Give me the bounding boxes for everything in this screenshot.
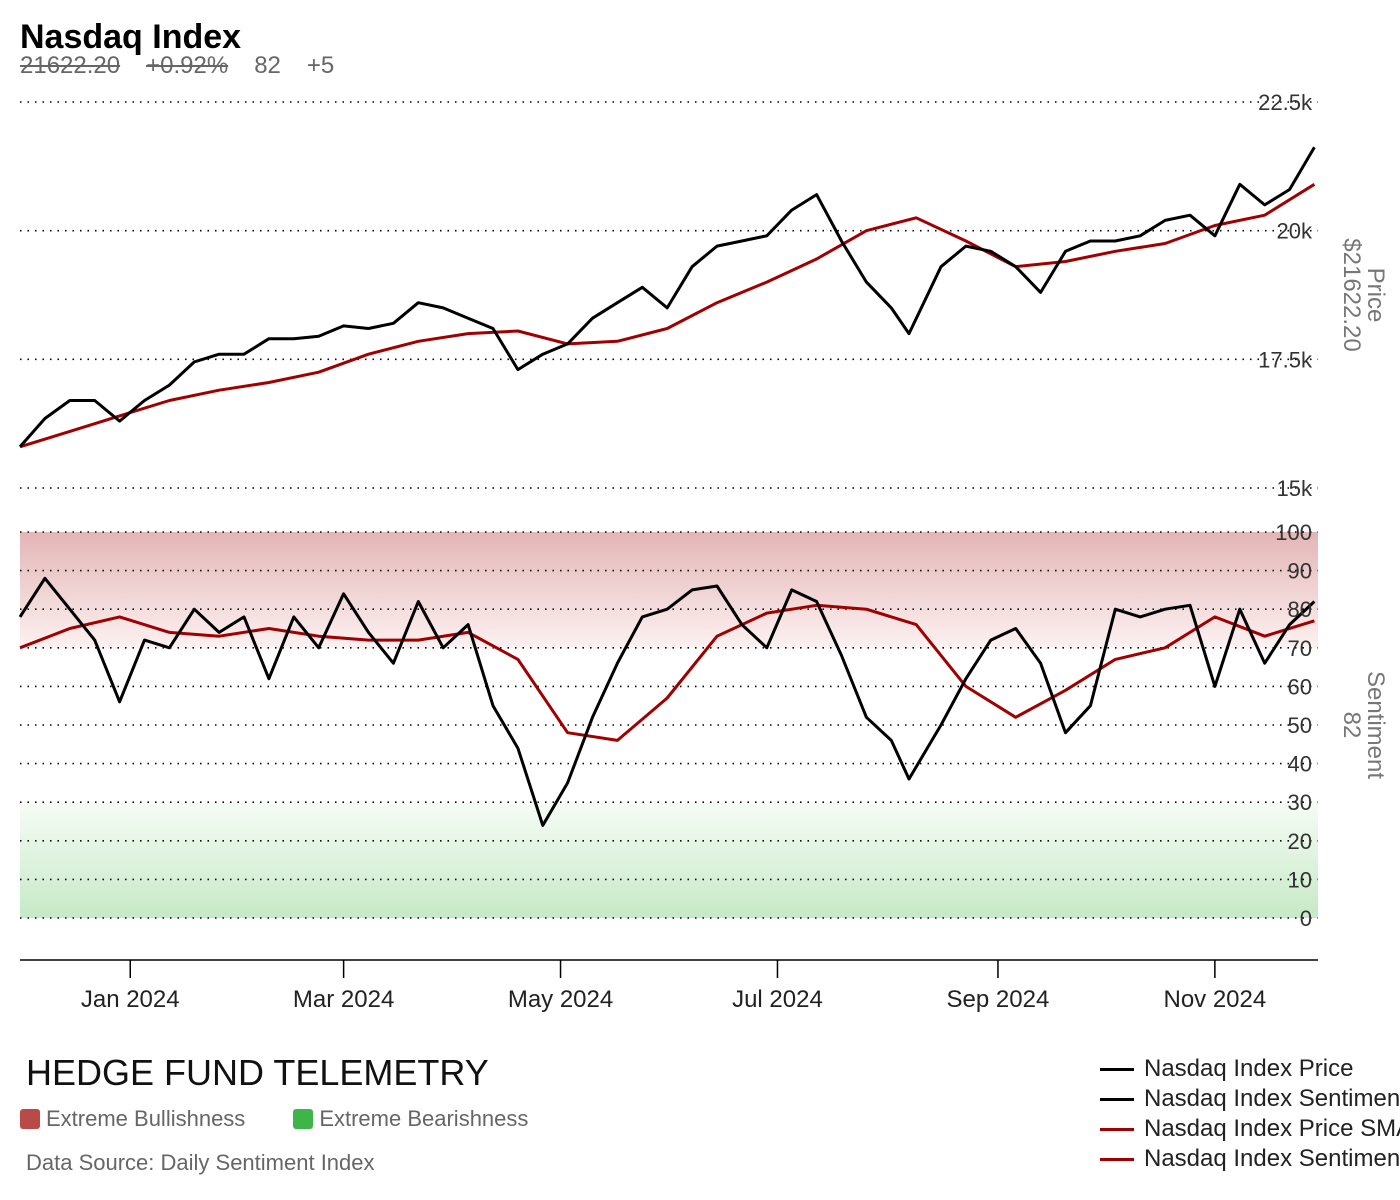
legend-line-icon <box>1100 1127 1134 1131</box>
legend-item[interactable]: Nasdaq Index Price SMA <box>1100 1114 1400 1144</box>
price-axis-title-line: Price <box>1362 268 1389 323</box>
sentiment-tick-label: 70 <box>1288 636 1312 661</box>
brand-title: HEDGE FUND TELEMETRY <box>26 1052 489 1093</box>
legend-item[interactable]: Nasdaq Index Price <box>1100 1054 1400 1084</box>
sentiment-tick-label: 80 <box>1288 597 1312 622</box>
sentiment-axis-title-line: Sentiment <box>1362 671 1389 779</box>
sentiment-tick-label: 60 <box>1288 674 1312 699</box>
price-axis-title: Price$21622.20 <box>1338 238 1389 351</box>
nasdaq-index-price-sma-line <box>19 183 1316 449</box>
x-tick-label: Nov 2024 <box>1163 986 1266 1013</box>
band-bear <box>20 802 1318 918</box>
legend: Nasdaq Index Price Nasdaq Index Sentimen… <box>1100 1054 1400 1174</box>
legend-line-icon <box>1100 1157 1134 1161</box>
bull-key: Extreme Bullishness <box>20 1106 245 1132</box>
price-change: +0.92% <box>146 52 229 79</box>
legend-item[interactable]: Nasdaq Index Sentiment <box>1100 1084 1400 1114</box>
axis-labels: 15k 17.5k 20k 22.5k 0 10 20 30 40 50 60 70 80 90 100 Pr… <box>1258 90 1389 931</box>
header-stats: 21622.20 +0.92% 82 +5 <box>20 52 334 80</box>
x-tick-label: May 2024 <box>508 986 613 1013</box>
bull-swatch-icon <box>20 1109 40 1129</box>
sentiment-bands <box>20 532 1318 918</box>
price-tick-label: 15k <box>1277 476 1313 501</box>
sentiment-tick-label: 50 <box>1288 713 1312 738</box>
bear-swatch-icon <box>293 1109 314 1129</box>
series-lines <box>18 146 1316 827</box>
legend-item[interactable]: Nasdaq Index Sentiment SMA <box>1100 1144 1400 1174</box>
x-tick-label: Jan 2024 <box>81 986 180 1013</box>
price-value: 21622.20 <box>20 52 121 79</box>
sentiment-axis-title-line: 82 <box>1338 712 1365 739</box>
zone-key: Extreme Bullishness Extreme Bearishness <box>20 1106 528 1132</box>
bear-label: Extreme Bearishness <box>319 1106 529 1131</box>
legend-line-icon <box>1100 1067 1134 1071</box>
price-axis-title-line: $21622.20 <box>1338 238 1365 351</box>
grid-lines <box>20 101 1318 919</box>
price-tick-label: 20k <box>1277 219 1313 244</box>
nasdaq-index-sentiment-line <box>18 576 1316 827</box>
sentiment-tick-label: 90 <box>1288 559 1312 584</box>
price-tick-label: 22.5k <box>1258 90 1313 115</box>
sentiment-tick-label: 30 <box>1288 790 1312 815</box>
x-axis: Jan 2024 Mar 2024 May 2024 Jul 2024 Sep 2024… <box>20 959 1318 1013</box>
chart-title: Nasdaq Index <box>20 18 242 56</box>
nasdaq-index-price-line <box>18 146 1316 448</box>
legend-label: Nasdaq Index Sentiment <box>1144 1085 1400 1112</box>
band-bull <box>20 532 1318 648</box>
sentiment-change: +5 <box>306 52 335 79</box>
bear-key: Extreme Bearishness <box>293 1106 528 1132</box>
sentiment-tick-label: 20 <box>1288 829 1312 854</box>
legend-label: Nasdaq Index Price <box>1144 1055 1354 1082</box>
sentiment-tick-label: 10 <box>1288 867 1312 892</box>
price-tick-label: 17.5k <box>1258 347 1313 372</box>
sentiment-value: 82 <box>254 52 281 79</box>
bull-label: Extreme Bullishness <box>46 1106 246 1131</box>
chart-canvas: Jan 2024 Mar 2024 May 2024 Jul 2024 Sep 2024… <box>18 90 1389 1013</box>
sentiment-tick-label: 40 <box>1288 752 1312 777</box>
legend-line-icon <box>1100 1097 1134 1101</box>
x-tick-label: Jul 2024 <box>732 986 823 1013</box>
x-tick-label: Sep 2024 <box>947 986 1050 1013</box>
data-source: Data Source: Daily Sentiment Index <box>26 1150 375 1175</box>
sentiment-tick-label: 0 <box>1300 906 1312 931</box>
sentiment-axis-title: Sentiment82 <box>1338 671 1389 779</box>
sentiment-tick-label: 100 <box>1275 520 1312 545</box>
x-tick-label: Mar 2024 <box>293 986 394 1013</box>
legend-label: Nasdaq Index Price SMA <box>1144 1115 1400 1142</box>
legend-label: Nasdaq Index Sentiment SMA <box>1144 1145 1400 1172</box>
